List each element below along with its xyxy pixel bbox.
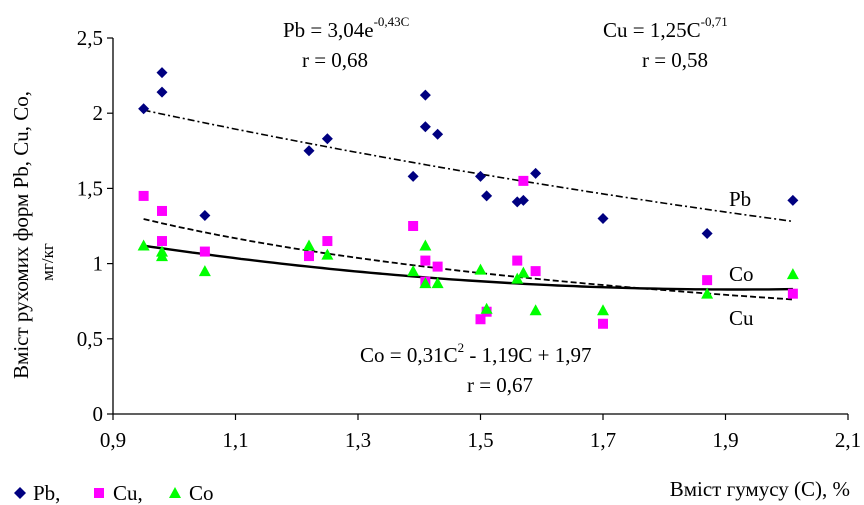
point-pb bbox=[701, 228, 713, 240]
co-equation: Co = 0,31C2 - 1,19C + 1,97 bbox=[360, 340, 591, 367]
point-cu bbox=[322, 236, 333, 247]
point-co bbox=[156, 250, 168, 262]
legend-label-cu: Cu, bbox=[113, 481, 143, 505]
point-pb bbox=[432, 128, 444, 140]
co-r-value: r = 0,67 bbox=[467, 373, 533, 397]
point-cu bbox=[408, 221, 419, 231]
y-axis-unit: мг/кг bbox=[38, 243, 57, 281]
point-pb bbox=[321, 133, 333, 145]
point-co bbox=[597, 304, 609, 316]
legend-label-pb: Pb, bbox=[33, 481, 60, 505]
point-pb bbox=[475, 170, 486, 182]
point-cu bbox=[138, 190, 149, 201]
point-cu bbox=[787, 288, 798, 299]
tick-labels: 0,9 1,1 1,3 1,5 1,7 1,9 2,1 0 0,5 1 1,5 2 2,5 bbox=[77, 26, 861, 452]
point-pb bbox=[407, 170, 419, 182]
x-tick-label: 1,5 bbox=[467, 428, 493, 452]
cu-r-value: r = 0,58 bbox=[642, 48, 708, 72]
point-co bbox=[511, 272, 524, 284]
point-co bbox=[529, 304, 542, 316]
x-tick-label: 0,9 bbox=[100, 428, 126, 452]
point-pb bbox=[530, 167, 542, 179]
point-pb bbox=[156, 86, 168, 98]
point-pb bbox=[419, 89, 431, 101]
point-cu bbox=[157, 205, 167, 216]
legend-marker-co bbox=[169, 487, 181, 498]
y-tick-label: 1,5 bbox=[77, 176, 103, 200]
y-tick-label: 2 bbox=[93, 101, 104, 125]
point-co bbox=[786, 268, 799, 280]
point-pb bbox=[787, 194, 799, 206]
point-cu bbox=[702, 275, 713, 286]
point-cu bbox=[199, 246, 210, 257]
y-tick-label: 0,5 bbox=[77, 327, 103, 351]
point-cu bbox=[304, 251, 314, 262]
trend-label-cu: Cu bbox=[729, 306, 754, 330]
point-pb bbox=[597, 212, 609, 224]
data-points bbox=[137, 67, 799, 329]
point-co bbox=[701, 287, 714, 299]
cu-equation: Cu = 1,25C-0,71 bbox=[603, 14, 728, 42]
legend-marker-pb bbox=[14, 487, 26, 499]
trend-label-pb: Pb bbox=[729, 187, 751, 211]
point-co bbox=[419, 277, 432, 289]
trendline-cu bbox=[143, 218, 793, 301]
point-cu bbox=[420, 255, 431, 266]
point-cu bbox=[512, 255, 523, 266]
pb-equation: Pb = 3,04e-0,43C bbox=[283, 14, 409, 42]
point-co bbox=[419, 239, 432, 251]
point-co bbox=[321, 248, 334, 260]
x-tick-label: 1,7 bbox=[590, 428, 616, 452]
point-pb bbox=[481, 190, 493, 202]
legend-marker-cu bbox=[94, 488, 104, 498]
y-tick-label: 2,5 bbox=[77, 26, 103, 50]
point-pb bbox=[156, 67, 168, 79]
trendlines bbox=[143, 109, 794, 301]
point-co bbox=[407, 265, 420, 277]
point-pb bbox=[517, 194, 529, 206]
point-cu bbox=[432, 261, 443, 272]
x-tick-label: 1,1 bbox=[222, 428, 248, 452]
trend-label-co: Co bbox=[729, 262, 754, 286]
trendline-co bbox=[143, 244, 793, 291]
point-pb bbox=[199, 209, 211, 221]
point-pb bbox=[419, 121, 431, 133]
point-pb bbox=[138, 103, 150, 115]
point-co bbox=[474, 263, 487, 275]
x-axis-label: Вміст гумусу (С), % bbox=[670, 477, 850, 501]
legend-label-co: Co bbox=[189, 481, 214, 505]
point-cu bbox=[518, 175, 529, 186]
axes bbox=[107, 37, 849, 420]
point-co bbox=[137, 239, 150, 251]
point-pb bbox=[303, 145, 315, 157]
point-cu bbox=[598, 318, 608, 329]
y-axis-label: Вміст рухомих форм Pb, Cu, Co, bbox=[9, 91, 33, 379]
point-co bbox=[517, 266, 530, 278]
x-tick-label: 2,1 bbox=[835, 428, 861, 452]
y-tick-label: 1 bbox=[93, 252, 104, 276]
pb-r-value: r = 0,68 bbox=[302, 48, 368, 72]
point-co bbox=[303, 239, 315, 251]
y-tick-label: 0 bbox=[93, 402, 104, 426]
point-cu bbox=[530, 266, 541, 277]
point-cu bbox=[157, 236, 167, 247]
x-tick-label: 1,3 bbox=[345, 428, 371, 452]
point-co bbox=[198, 265, 211, 277]
trendline-pb bbox=[143, 109, 794, 223]
legend: Pb, Cu, Co bbox=[14, 481, 214, 505]
point-co bbox=[480, 302, 493, 314]
point-co bbox=[431, 277, 444, 289]
x-tick-label: 1,9 bbox=[712, 428, 738, 452]
point-cu bbox=[475, 314, 486, 325]
